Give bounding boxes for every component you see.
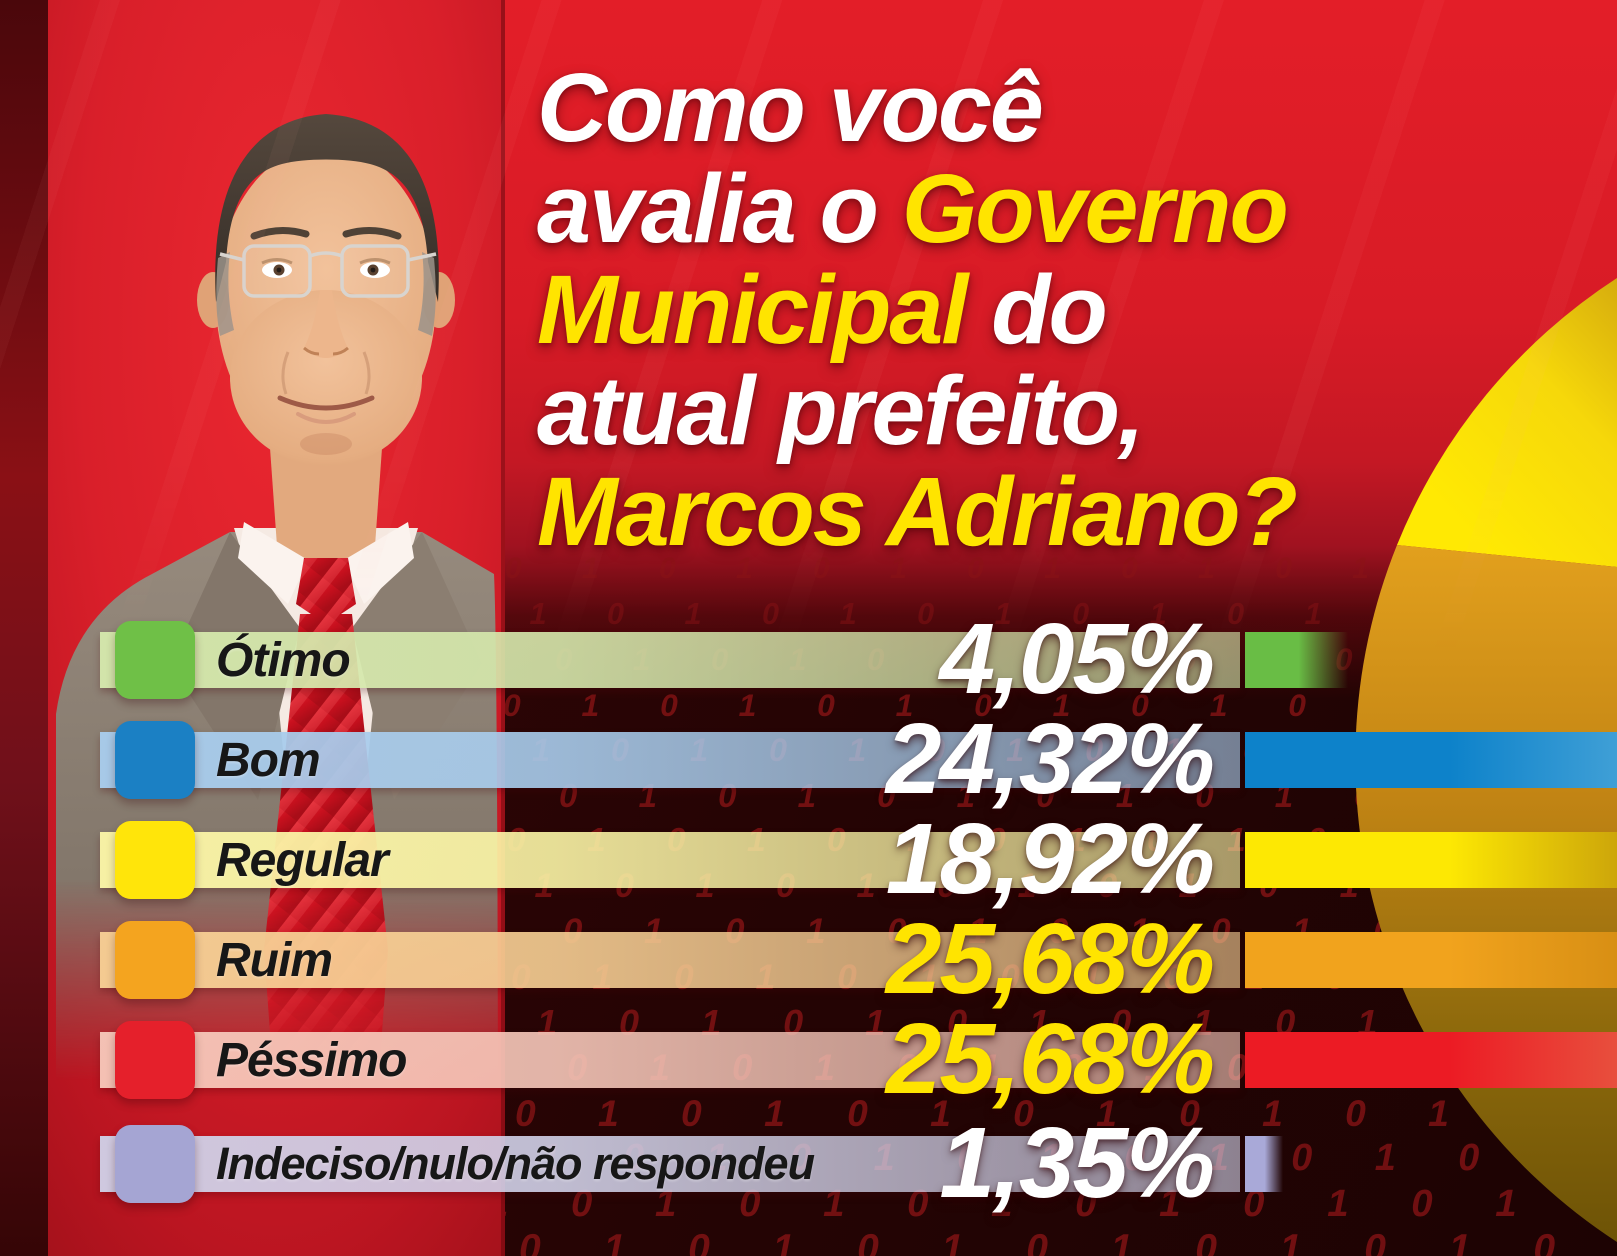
value-bar: [1245, 932, 1617, 988]
percent-value: 18,92%: [885, 803, 1215, 915]
hair: [215, 114, 439, 302]
category-label: Péssimo: [216, 1033, 407, 1087]
percent-value: 25,68%: [885, 1003, 1215, 1115]
binary-row: 0 1 0 1 0 1 0 1 0 1 0 1 0 1 0 1 0 1 0 1 …: [505, 1092, 1617, 1134]
category-track-bar: [100, 632, 1240, 688]
binary-row: 0 1 0 1 0 1 0 1 0 1 0 1 0 1 0 1 0 1 0 1 …: [505, 1227, 1617, 1256]
pie-slice-gold: [1355, 545, 1617, 1242]
legend-square: [115, 921, 195, 999]
legend-square: [115, 821, 195, 899]
glasses: [219, 244, 437, 298]
pie-slice-yellow: [1397, 278, 1617, 567]
value-bar: [1245, 832, 1617, 888]
category-label: Ruim: [216, 933, 333, 987]
title-line-3: Municipal do: [537, 255, 1108, 364]
legend-square: [115, 1021, 195, 1099]
category-label: Regular: [216, 833, 389, 887]
category-track-bar: [100, 1032, 1240, 1088]
title-line-4: atual prefeito,: [537, 356, 1145, 465]
value-bar: [1245, 1136, 1283, 1192]
left-edge-strip: [0, 0, 48, 1256]
value-bar: [1245, 1032, 1617, 1088]
question-title: Como você avalia o Governo Municipal do …: [537, 53, 1298, 566]
category-label: Indeciso/nulo/não respondeu: [216, 1138, 815, 1189]
percent-value: 25,68%: [885, 903, 1215, 1015]
category-track-bar: [100, 1136, 1240, 1192]
category-label: Bom: [216, 733, 321, 787]
title-line-1: Como você: [537, 53, 1044, 162]
title-line-2: avalia o Governo: [537, 154, 1289, 263]
legend-square: [115, 621, 195, 699]
category-label: Ótimo: [216, 633, 351, 687]
legend-square: [115, 1125, 195, 1203]
value-bar: [1245, 632, 1348, 688]
title-line-5: Marcos Adriano?: [537, 457, 1298, 566]
value-bar: [1245, 732, 1617, 788]
legend-square: [115, 721, 195, 799]
percent-value: 24,32%: [885, 703, 1215, 815]
category-track-bar: [100, 732, 1240, 788]
category-track-bar: [100, 932, 1240, 988]
tie: [296, 558, 356, 624]
percent-value: 1,35%: [939, 1107, 1215, 1219]
category-track-bar: [100, 832, 1240, 888]
percent-value: 4,05%: [939, 603, 1215, 715]
